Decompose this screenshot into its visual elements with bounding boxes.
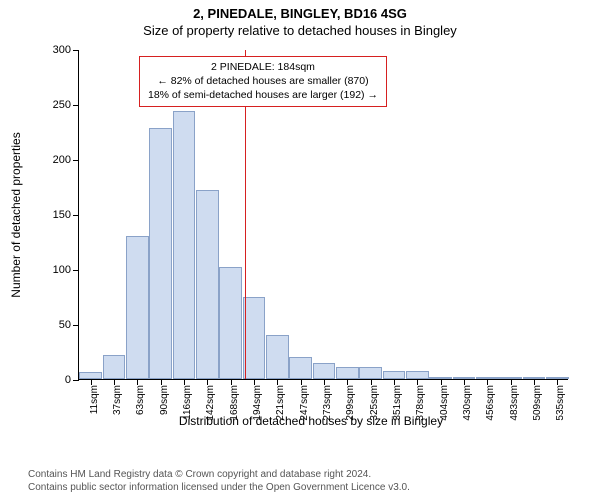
annotation-line: 18% of semi-detached houses are larger (… (148, 88, 378, 102)
plot-area: 05010015020025030011sqm37sqm63sqm90sqm11… (78, 50, 568, 380)
histogram-bar (79, 372, 102, 379)
histogram-bar (103, 355, 126, 379)
y-tick-label: 150 (53, 209, 79, 221)
y-tick-label: 0 (65, 374, 79, 386)
y-tick-label: 250 (53, 99, 79, 111)
histogram-bar (266, 335, 289, 379)
histogram-bar (219, 267, 242, 379)
histogram-bar (336, 367, 359, 379)
annotation-line: ← 82% of detached houses are smaller (87… (148, 74, 378, 88)
y-axis-label: Number of detached properties (9, 132, 23, 297)
chart-container: Number of detached properties 0501001502… (46, 50, 576, 420)
page-title-2: Size of property relative to detached ho… (0, 23, 600, 38)
footer-line-2: Contains public sector information licen… (28, 481, 410, 494)
histogram-bar (149, 128, 172, 379)
histogram-bar (406, 371, 429, 379)
annotation-line: 2 PINEDALE: 184sqm (148, 60, 378, 74)
x-tick-label: 11sqm (89, 385, 100, 414)
footer-line-1: Contains HM Land Registry data © Crown c… (28, 468, 410, 481)
histogram-bar (173, 111, 196, 379)
x-axis-label: Distribution of detached houses by size … (46, 414, 576, 428)
x-tick-label: 90sqm (159, 385, 170, 415)
histogram-bar (126, 236, 149, 379)
histogram-bar (359, 367, 382, 379)
annotation-box: 2 PINEDALE: 184sqm← 82% of detached hous… (139, 56, 387, 107)
y-tick-label: 200 (53, 154, 79, 166)
y-tick-label: 300 (53, 44, 79, 56)
page-title-1: 2, PINEDALE, BINGLEY, BD16 4SG (0, 6, 600, 21)
y-tick-label: 50 (59, 319, 79, 331)
histogram-bar (289, 357, 312, 379)
x-tick-label: 63sqm (135, 385, 146, 415)
y-tick-label: 100 (53, 264, 79, 276)
footer-attribution: Contains HM Land Registry data © Crown c… (28, 468, 410, 494)
x-tick-label: 37sqm (112, 385, 123, 415)
histogram-bar (383, 371, 406, 379)
histogram-bar (313, 363, 336, 380)
histogram-bar (243, 297, 266, 380)
histogram-bar (196, 190, 219, 379)
